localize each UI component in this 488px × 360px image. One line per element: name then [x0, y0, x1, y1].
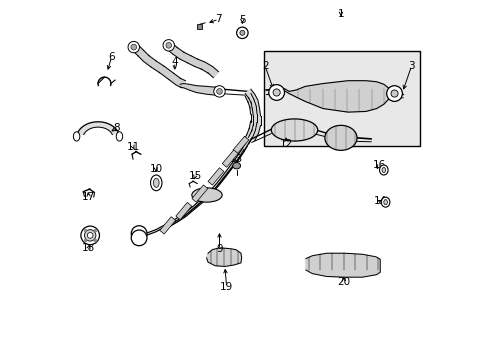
Polygon shape [187, 56, 198, 66]
Ellipse shape [271, 119, 317, 141]
Polygon shape [249, 121, 256, 130]
Circle shape [163, 40, 174, 51]
Bar [264, 51, 419, 146]
Ellipse shape [324, 125, 356, 150]
Text: 10: 10 [149, 163, 162, 174]
Polygon shape [137, 138, 251, 235]
Polygon shape [133, 45, 143, 56]
Bar [197, 24, 202, 28]
Circle shape [87, 233, 93, 238]
Ellipse shape [381, 197, 389, 207]
Text: 19: 19 [220, 282, 233, 292]
Circle shape [131, 230, 147, 246]
Ellipse shape [150, 175, 162, 191]
Polygon shape [151, 60, 163, 73]
Circle shape [131, 226, 147, 242]
Polygon shape [245, 89, 254, 98]
Circle shape [272, 89, 280, 96]
Polygon shape [250, 114, 257, 122]
Bar [176, 202, 191, 220]
Text: 4: 4 [171, 57, 178, 67]
Polygon shape [206, 248, 241, 266]
Circle shape [216, 89, 222, 94]
Polygon shape [180, 84, 219, 95]
Text: 9: 9 [216, 244, 223, 254]
Bar [232, 136, 248, 154]
Polygon shape [248, 94, 257, 103]
Text: 16: 16 [372, 160, 386, 170]
Text: 13: 13 [229, 154, 243, 164]
Polygon shape [244, 94, 253, 102]
Polygon shape [172, 48, 184, 59]
Circle shape [165, 42, 171, 48]
Text: 17: 17 [82, 192, 95, 202]
Text: 18: 18 [82, 243, 95, 253]
Polygon shape [78, 122, 118, 135]
Circle shape [268, 85, 284, 100]
Polygon shape [168, 73, 181, 85]
Circle shape [386, 86, 402, 102]
Polygon shape [250, 101, 259, 109]
Text: 15: 15 [188, 171, 202, 181]
Polygon shape [138, 50, 149, 61]
Polygon shape [249, 107, 257, 114]
Polygon shape [194, 59, 204, 69]
Polygon shape [176, 78, 185, 88]
Bar [191, 185, 207, 202]
Polygon shape [201, 62, 212, 73]
Circle shape [240, 30, 244, 35]
Polygon shape [251, 124, 260, 132]
Polygon shape [207, 67, 218, 78]
Ellipse shape [116, 132, 122, 141]
Ellipse shape [73, 132, 80, 141]
Polygon shape [166, 43, 177, 54]
Text: 5: 5 [239, 15, 245, 25]
Polygon shape [253, 116, 260, 125]
Polygon shape [252, 108, 260, 117]
Text: 11: 11 [126, 142, 140, 152]
Ellipse shape [379, 165, 387, 175]
Ellipse shape [381, 167, 385, 172]
Bar [222, 150, 238, 167]
Text: 3: 3 [407, 61, 414, 71]
Ellipse shape [191, 188, 222, 202]
Polygon shape [159, 66, 173, 80]
Polygon shape [246, 128, 255, 138]
Bar [207, 168, 224, 185]
Bar [160, 217, 175, 234]
Text: 12: 12 [280, 139, 293, 149]
Polygon shape [248, 130, 258, 140]
Text: 7: 7 [215, 14, 222, 24]
Ellipse shape [153, 179, 159, 187]
Polygon shape [143, 55, 156, 67]
Circle shape [128, 41, 139, 53]
Text: 1: 1 [337, 9, 344, 18]
Circle shape [81, 226, 99, 245]
Text: 6: 6 [108, 52, 115, 62]
Circle shape [390, 90, 397, 97]
Ellipse shape [232, 162, 240, 169]
Text: 14: 14 [373, 197, 386, 206]
Text: 2: 2 [262, 62, 268, 71]
Circle shape [213, 86, 225, 97]
Text: 8: 8 [113, 123, 120, 133]
Polygon shape [162, 146, 247, 230]
Circle shape [236, 27, 247, 39]
Circle shape [131, 44, 136, 50]
Polygon shape [305, 253, 380, 277]
Polygon shape [243, 135, 252, 144]
Text: 20: 20 [337, 277, 350, 287]
Ellipse shape [383, 200, 386, 204]
Circle shape [84, 230, 96, 241]
Polygon shape [180, 52, 190, 63]
Polygon shape [283, 81, 388, 112]
Polygon shape [247, 100, 256, 108]
